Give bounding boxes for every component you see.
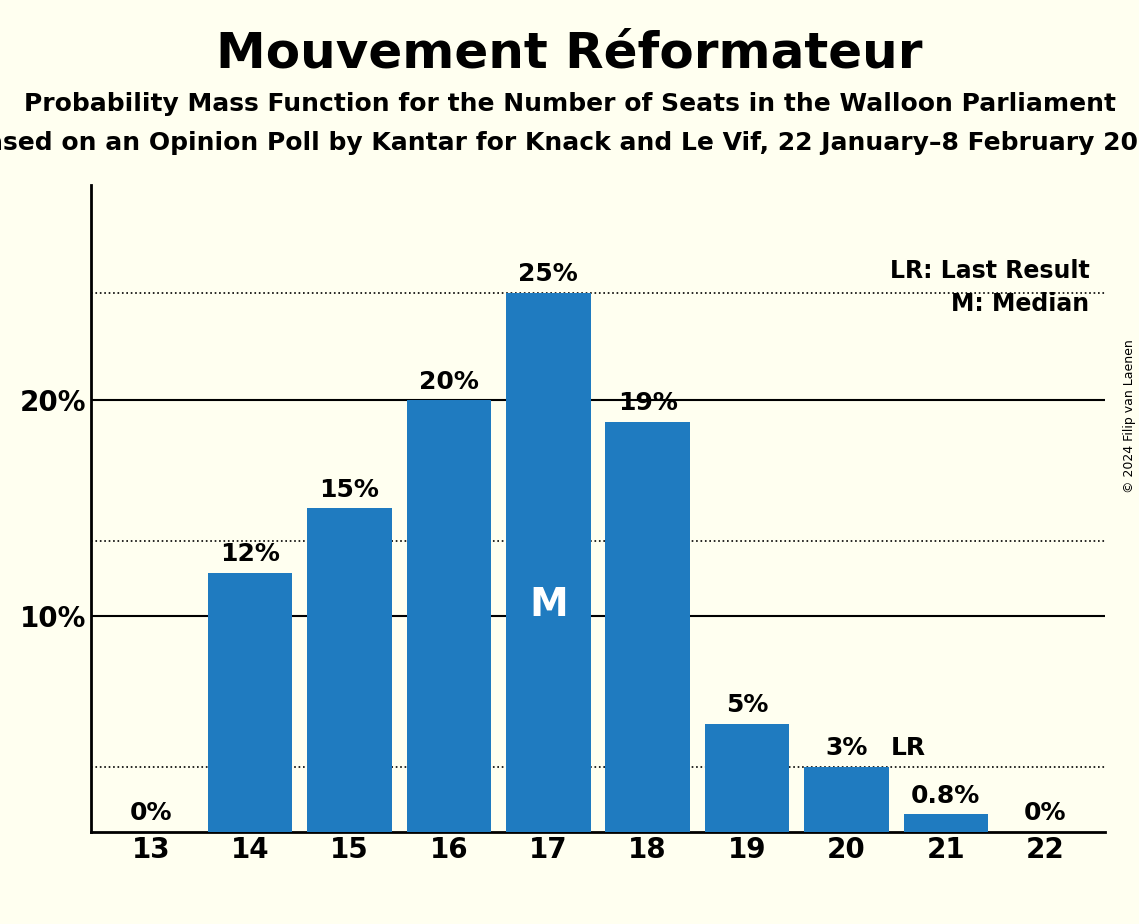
Text: Probability Mass Function for the Number of Seats in the Walloon Parliament: Probability Mass Function for the Number… [24,92,1115,116]
Bar [705,723,789,832]
Text: 0.8%: 0.8% [911,784,981,808]
Text: 3%: 3% [826,736,868,760]
Text: Based on an Opinion Poll by Kantar for Knack and Le Vif, 22 January–8 February 2: Based on an Opinion Poll by Kantar for K… [0,131,1139,155]
Text: 20%: 20% [419,370,478,394]
Bar [804,767,888,832]
Bar [407,400,491,832]
Text: LR: LR [891,736,926,760]
Bar [903,814,988,832]
Text: 25%: 25% [518,262,579,286]
Bar [606,422,690,832]
Text: M: M [528,586,567,625]
Text: 12%: 12% [220,542,280,566]
Bar [208,573,293,832]
Text: LR: Last Result: LR: Last Result [890,259,1090,283]
Text: M: Median: M: Median [951,291,1090,315]
Text: 0%: 0% [130,801,172,825]
Bar [506,293,590,832]
Text: Mouvement Réformateur: Mouvement Réformateur [216,30,923,78]
Text: © 2024 Filip van Laenen: © 2024 Filip van Laenen [1123,339,1136,492]
Text: 0%: 0% [1024,801,1066,825]
Bar [308,508,392,832]
Text: 15%: 15% [320,478,379,502]
Text: 19%: 19% [617,392,678,416]
Text: 5%: 5% [726,693,768,717]
